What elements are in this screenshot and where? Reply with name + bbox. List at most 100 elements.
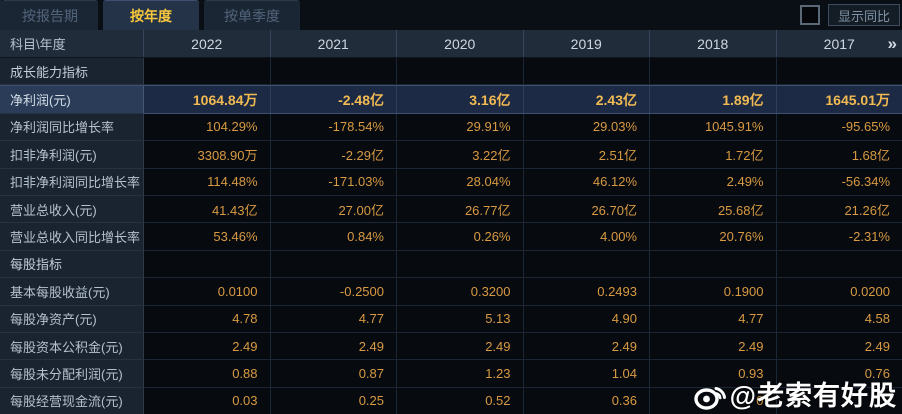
value-cell bbox=[397, 58, 524, 85]
value-cell: 1064.84万 bbox=[144, 86, 271, 113]
value-cell: 1.89亿 bbox=[650, 86, 777, 113]
value-cell: 4.00% bbox=[523, 223, 650, 250]
period-tabbar: 按报告期 按年度 按单季度 显示同比 bbox=[0, 0, 902, 30]
value-cell bbox=[650, 250, 777, 278]
value-cell: -0.2500 bbox=[270, 278, 397, 305]
year-header-label: 2022 bbox=[191, 35, 223, 52]
year-header-label: 2018 bbox=[697, 35, 729, 52]
row-label: 每股经营现金流(元) bbox=[0, 387, 144, 414]
corner-header: 科目\年度 bbox=[0, 30, 144, 57]
tab-yearly-label: 按年度 bbox=[130, 7, 172, 24]
tabbar-spacer bbox=[305, 0, 800, 30]
tab-yearly[interactable]: 按年度 bbox=[103, 0, 199, 30]
value-cell bbox=[270, 58, 397, 85]
row-label: 扣非净利润(元) bbox=[0, 141, 144, 169]
value-cell: 0.26% bbox=[397, 223, 524, 250]
value-cell: 2.49 bbox=[270, 332, 397, 360]
table-row[interactable]: 每股净资产(元) 4.78 4.77 5.13 4.90 4.77 4.58 bbox=[0, 305, 902, 333]
table-row[interactable]: 净利润(元) 1064.84万 -2.48亿 3.16亿 2.43亿 1.89亿 1645.… bbox=[0, 85, 902, 114]
show-yoy-label: 显示同比 bbox=[837, 8, 890, 24]
value-cell bbox=[144, 58, 271, 85]
value-cell: 1.04 bbox=[523, 360, 650, 387]
year-header-label: 2020 bbox=[444, 35, 476, 52]
year-header-2018: 2018 bbox=[650, 30, 777, 57]
value-cell: 2.49 bbox=[776, 332, 902, 360]
value-cell: 0.52 bbox=[397, 387, 524, 414]
year-header-2020: 2020 bbox=[397, 30, 524, 57]
tab-report-period-label: 按报告期 bbox=[22, 7, 78, 24]
table-row[interactable]: 扣非净利润同比增长率 114.48% -171.03% 28.04% 46.12% 2.4… bbox=[0, 168, 902, 196]
year-header-label: 2019 bbox=[570, 35, 602, 52]
value-cell: 0.2493 bbox=[523, 278, 650, 305]
value-cell bbox=[523, 250, 650, 278]
tab-report-period[interactable]: 按报告期 bbox=[2, 0, 98, 30]
value-cell: 27.00亿 bbox=[270, 195, 397, 223]
value-cell: 2.43亿 bbox=[523, 86, 650, 113]
row-label: 净利润同比增长率 bbox=[0, 113, 144, 142]
value-cell: -171.03% bbox=[270, 168, 397, 195]
section-row: 成长能力指标 bbox=[0, 58, 902, 86]
more-years-icon[interactable]: » bbox=[887, 33, 898, 53]
value-cell: 1045.91% bbox=[650, 113, 777, 141]
year-header-label: 2021 bbox=[317, 35, 349, 52]
value-cell bbox=[776, 250, 902, 278]
value-cell: -178.54% bbox=[270, 113, 397, 141]
row-label: 每股净资产(元) bbox=[0, 305, 144, 333]
value-cell: 0.88 bbox=[144, 360, 271, 387]
value-cell: 0.84% bbox=[270, 223, 397, 250]
row-label: 营业总收入同比增长率 bbox=[0, 223, 144, 251]
value-cell: 20.76% bbox=[650, 223, 777, 250]
value-cell: 1.72亿 bbox=[650, 141, 777, 168]
value-cell: 26.70亿 bbox=[523, 195, 650, 223]
value-cell: 2.49 bbox=[523, 332, 650, 360]
tab-single-quarter[interactable]: 按单季度 bbox=[204, 0, 300, 30]
value-cell: 29.03% bbox=[523, 113, 650, 141]
value-cell: 0.25 bbox=[270, 387, 397, 414]
financial-table-body: 成长能力指标 净利润(元) 1064.84万 -2.48亿 3.16亿 2.43亿 1.89… bbox=[0, 58, 902, 414]
value-cell: 29.91% bbox=[397, 113, 524, 141]
value-cell bbox=[776, 387, 902, 414]
value-cell: -2.29亿 bbox=[270, 141, 397, 168]
year-header-2022: 2022 bbox=[144, 30, 271, 57]
show-yoy-checkbox[interactable] bbox=[799, 5, 820, 25]
value-cell: 0.3200 bbox=[397, 278, 524, 305]
value-cell: 0.87 bbox=[270, 360, 397, 387]
value-cell: 4.78 bbox=[144, 305, 271, 332]
value-cell: 4.90 bbox=[523, 305, 650, 332]
table-row[interactable]: 基本每股收益(元) 0.0100 -0.2500 0.3200 0.2493 0.1900… bbox=[0, 278, 902, 306]
value-cell bbox=[144, 250, 271, 278]
table-header-row: 科目\年度 2022 2021 2020 2019 2018 2017 » bbox=[0, 30, 902, 58]
value-cell: 0 bbox=[650, 387, 777, 414]
financial-table: 科目\年度 2022 2021 2020 2019 2018 2017 » 成长能力指标 净利… bbox=[0, 30, 902, 414]
value-cell: 2.49 bbox=[650, 332, 777, 360]
table-row[interactable]: 净利润同比增长率 104.29% -178.54% 29.91% 29.03% 1045.… bbox=[0, 113, 902, 142]
table-row[interactable]: 营业总收入同比增长率 53.46% 0.84% 0.26% 4.00% 20.76% -2.… bbox=[0, 223, 902, 251]
show-yoy-button[interactable]: 显示同比 bbox=[827, 4, 900, 26]
value-cell: 4.77 bbox=[650, 305, 777, 332]
value-cell: 3.22亿 bbox=[397, 141, 524, 168]
value-cell bbox=[397, 250, 524, 278]
row-label: 每股未分配利润(元) bbox=[0, 360, 144, 388]
table-row[interactable]: 每股经营现金流(元) 0.03 0.25 0.52 0.36 0 bbox=[0, 387, 902, 414]
tab-single-quarter-label: 按单季度 bbox=[224, 7, 280, 24]
value-cell: 28.04% bbox=[397, 168, 524, 195]
row-label: 扣非净利润同比增长率 bbox=[0, 168, 144, 196]
table-row[interactable]: 每股未分配利润(元) 0.88 0.87 1.23 1.04 0.93 0.76 bbox=[0, 360, 902, 388]
year-header-label: 2017 bbox=[823, 35, 855, 52]
value-cell: 2.51亿 bbox=[523, 141, 650, 168]
value-cell: 114.48% bbox=[144, 168, 271, 195]
value-cell: 46.12% bbox=[523, 168, 650, 195]
table-row[interactable]: 每股资本公积金(元) 2.49 2.49 2.49 2.49 2.49 2.49 bbox=[0, 332, 902, 361]
value-cell: 0.76 bbox=[776, 360, 902, 387]
value-cell: 0.36 bbox=[523, 387, 650, 414]
value-cell: -2.31% bbox=[776, 223, 902, 250]
table-row[interactable]: 扣非净利润(元) 3308.90万 -2.29亿 3.22亿 2.51亿 1.72亿 1.6… bbox=[0, 141, 902, 169]
row-label: 营业总收入(元) bbox=[0, 195, 144, 224]
table-row[interactable]: 营业总收入(元) 41.43亿 27.00亿 26.77亿 26.70亿 25.68亿 21… bbox=[0, 195, 902, 224]
value-cell: 0.0200 bbox=[776, 278, 902, 305]
value-cell: 2.49% bbox=[650, 168, 777, 195]
value-cell: 0.93 bbox=[650, 360, 777, 387]
value-cell: -2.48亿 bbox=[270, 86, 397, 113]
value-cell: 26.77亿 bbox=[397, 195, 524, 223]
